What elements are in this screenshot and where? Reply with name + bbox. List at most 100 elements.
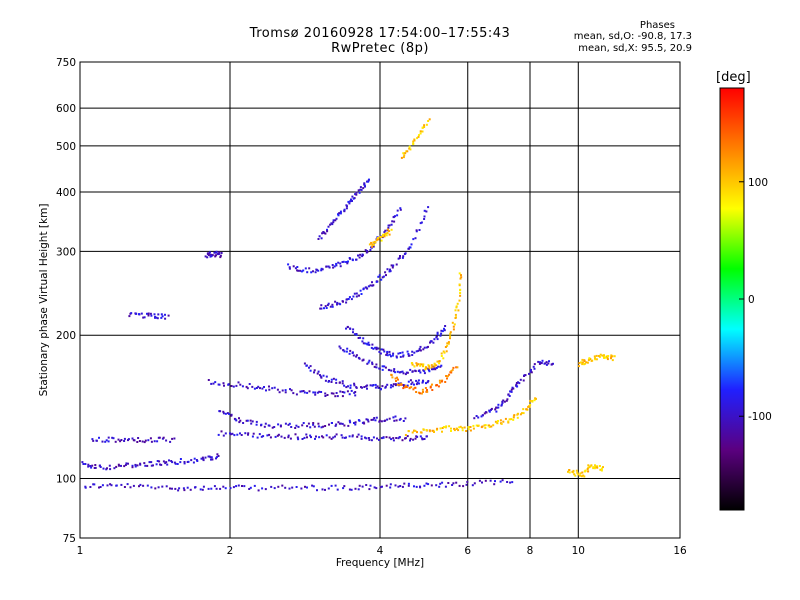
echo-point [317,370,320,373]
y-tick-label: 200 [56,330,76,342]
echo-point [440,352,443,355]
echo-point [259,387,261,390]
echo-point [396,383,399,386]
echo-point [322,436,325,439]
echo-point [382,348,385,351]
echo-point [355,355,358,358]
echo-point [432,368,435,371]
echo-point [334,219,337,222]
echo-point [364,185,366,188]
echo-point [281,484,284,487]
echo-point [530,371,533,374]
echo-point [295,486,298,488]
echo-point [217,455,220,457]
echo-point [355,295,358,298]
echo-point [502,420,505,423]
echo-point [247,432,250,435]
echo-point [372,418,375,421]
echo-point [346,326,349,329]
echo-point [431,368,433,371]
echo-point [481,481,483,484]
echo-point [394,484,397,487]
echo-point [331,264,334,266]
echo-point [381,235,384,238]
echo-point [341,261,344,263]
echo-point [295,424,298,427]
echo-point [332,221,335,224]
echo-point [217,252,220,255]
echo-point [216,453,219,456]
echo-point [354,423,357,426]
echo-point [421,381,424,384]
echo-point [297,438,300,441]
echo-point [337,261,340,264]
echo-point [341,391,344,393]
echo-point [91,438,94,441]
echo-point [377,347,380,350]
echo-point [452,482,455,485]
echo-point [228,413,231,415]
x-tick-label: 4 [377,545,384,557]
colorbar-tick-label: 100 [748,177,768,189]
echo-point [445,350,448,353]
echo-point [398,257,401,259]
echo-point [404,152,407,155]
echo-point [303,436,306,439]
echo-point [306,425,309,428]
echo-point [358,484,361,487]
echo-point [327,487,330,490]
echo-point [421,437,424,440]
echo-point [572,469,575,472]
echo-point [503,400,506,403]
echo-point [319,375,322,378]
echo-point [315,268,318,271]
echo-point [363,422,366,425]
echo-point [208,251,211,254]
echo-point [352,197,355,200]
echo-point [332,377,335,380]
echo-point [239,419,242,422]
echo-point [453,427,456,430]
echo-point [87,463,90,466]
echo-point [456,428,458,430]
echo-point [611,355,614,358]
echo-point [183,489,186,492]
echo-point [342,487,345,490]
echo-point [417,135,420,138]
echo-point [330,437,333,440]
echo-point [273,426,276,428]
echo-point [109,468,112,471]
x-tick-label: 8 [527,545,534,557]
echo-point [136,441,139,443]
echo-point [320,376,323,379]
echo-point [306,436,308,439]
echo-point [444,346,447,348]
echo-point [429,386,432,389]
echo-point [277,423,280,426]
echo-point [368,438,371,441]
echo-point [382,275,385,278]
echo-point [98,436,100,439]
echo-point [471,484,474,487]
echo-point [156,440,159,443]
echo-point [324,392,327,395]
echo-point [402,152,405,155]
echo-point [422,428,425,431]
echo-point [146,312,148,315]
echo-point [595,358,598,361]
echo-point [606,355,608,358]
echo-point [353,382,356,385]
echo-point [384,271,387,274]
echo-point [580,361,583,364]
echo-point [339,390,342,393]
echo-point [430,484,433,487]
echo-point [392,383,395,386]
echo-point [412,140,415,143]
echo-point [434,368,437,371]
echo-point [397,485,400,488]
echo-point [489,479,492,482]
echo-point [332,219,335,222]
echo-point [218,383,221,386]
echo-point [567,470,569,473]
echo-point [375,348,378,351]
